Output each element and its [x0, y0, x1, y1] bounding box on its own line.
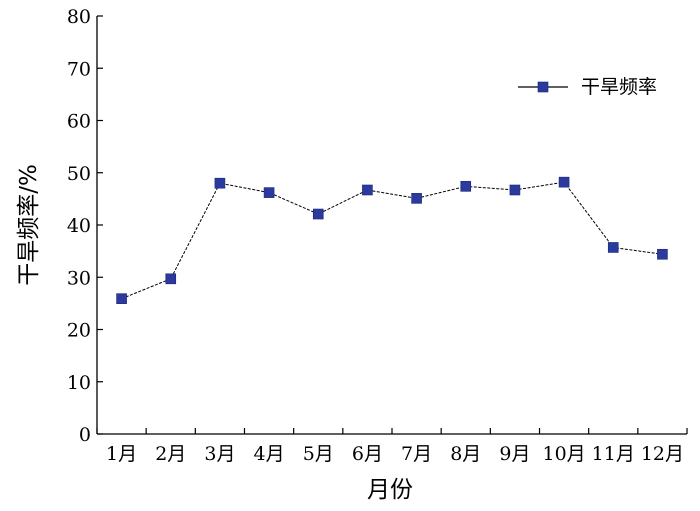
x-tick-label: 9月 — [499, 443, 530, 465]
y-tick-label: 80 — [67, 6, 91, 28]
x-tick-label: 3月 — [204, 443, 235, 465]
y-tick-label: 60 — [67, 111, 91, 133]
y-tick-label: 30 — [67, 267, 91, 289]
y-axis-title: 干旱频率/% — [16, 164, 42, 286]
y-tick-label: 10 — [67, 372, 91, 394]
x-tick-label: 11月 — [592, 443, 635, 465]
y-tick-label: 0 — [79, 424, 91, 446]
x-tick-label: 4月 — [254, 443, 285, 465]
x-tick-label: 2月 — [155, 443, 186, 465]
y-tick-label: 70 — [67, 58, 91, 80]
data-point — [214, 177, 226, 189]
x-tick-label: 6月 — [352, 443, 383, 465]
x-tick-label: 10月 — [542, 443, 585, 465]
data-point — [116, 293, 127, 304]
data-point — [509, 184, 521, 196]
x-tick-label: 5月 — [303, 443, 334, 465]
data-point — [460, 181, 472, 192]
data-point — [263, 187, 275, 198]
data-point — [607, 242, 619, 253]
x-tick-label: 7月 — [401, 443, 432, 465]
data-point — [312, 208, 324, 220]
legend-marker — [537, 81, 549, 93]
data-point — [558, 176, 570, 188]
series-line — [121, 181, 663, 300]
y-tick-label: 50 — [67, 163, 91, 185]
data-point — [165, 273, 177, 285]
y-axis-ticks: 0 10 20 30 40 50 60 70 80 — [67, 6, 103, 446]
x-tick-label: 8月 — [450, 443, 481, 465]
series-layer — [116, 176, 668, 304]
x-tick-label: 1月 — [106, 443, 137, 465]
data-point — [657, 248, 668, 260]
data-point — [362, 184, 373, 196]
x-axis-title: 月份 — [367, 477, 413, 503]
y-tick-label: 20 — [67, 320, 91, 342]
legend-label: 干旱频率 — [581, 76, 657, 98]
x-axis-ticks: 1月 2月 3月 4月 5月 6月 7月 8月 9月 10月 11月 12月 — [96, 428, 688, 465]
legend: 干旱频率 — [518, 76, 657, 98]
y-tick-label: 40 — [67, 215, 91, 237]
data-point — [411, 193, 422, 204]
x-tick-label: 12月 — [641, 443, 684, 465]
